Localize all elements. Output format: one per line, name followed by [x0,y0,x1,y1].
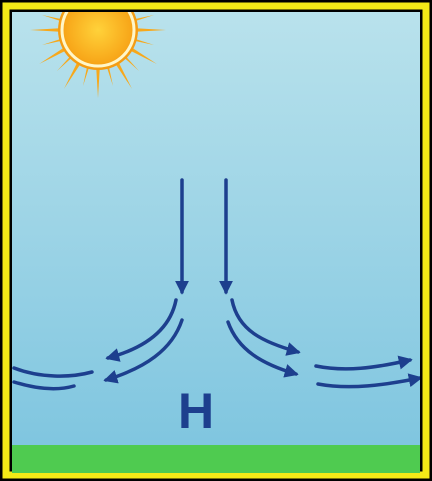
ground [12,445,420,473]
sky [12,12,420,473]
high-pressure-label: H [178,383,214,439]
diagram: H [0,0,432,481]
